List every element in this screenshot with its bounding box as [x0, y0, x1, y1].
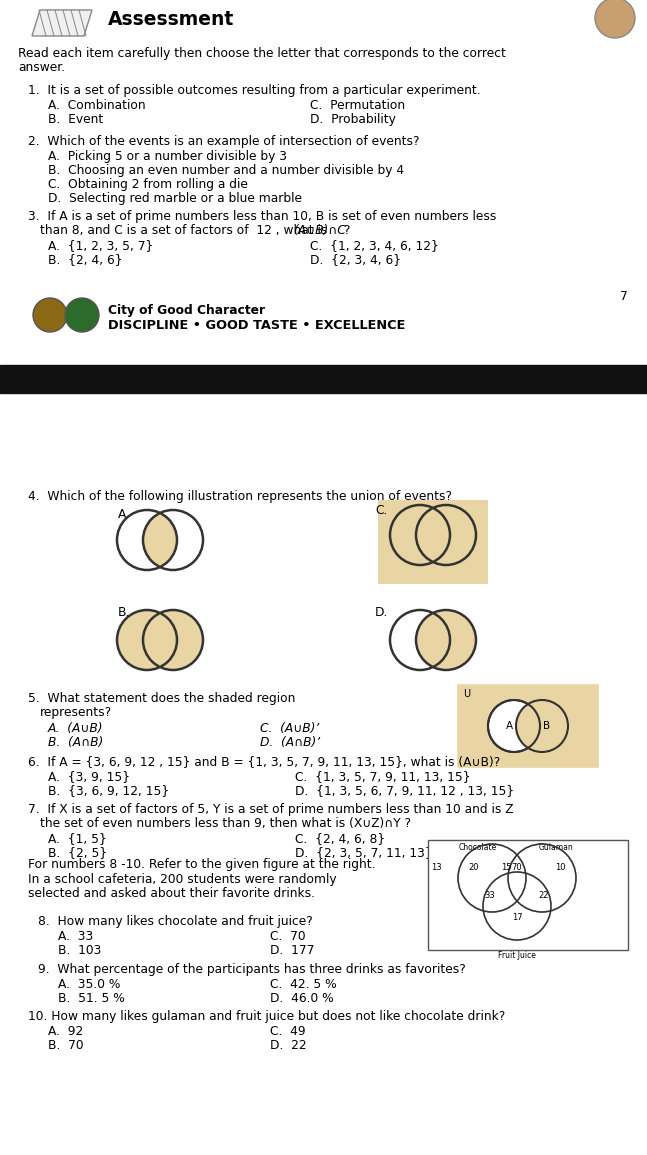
Bar	[0, 365, 647, 393]
Text: C.: C.	[375, 504, 388, 517]
Text: C.  {1, 3, 5, 7, 9, 11, 13, 15}: C. {1, 3, 5, 7, 9, 11, 13, 15}	[295, 770, 470, 783]
Text: 3.  If A is a set of prime numbers less than 10, B is set of even numbers less: 3. If A is a set of prime numbers less t…	[28, 210, 496, 223]
Text: B.  {2, 4, 6}: B. {2, 4, 6}	[48, 253, 122, 266]
Text: D.  (A∩B)’: D. (A∩B)’	[260, 736, 320, 748]
Text: A: A	[505, 721, 512, 731]
Text: City of Good Character: City of Good Character	[108, 304, 265, 316]
Text: D.  Selecting red marble or a blue marble: D. Selecting red marble or a blue marble	[48, 192, 302, 204]
Text: A.  92: A. 92	[48, 1024, 83, 1038]
Text: 20: 20	[468, 863, 479, 872]
Text: Fruit Juice: Fruit Juice	[498, 951, 536, 960]
Text: A.  {3, 9, 15}: A. {3, 9, 15}	[48, 770, 130, 783]
Text: For numbers 8 -10. Refer to the given figure at the right.: For numbers 8 -10. Refer to the given fi…	[28, 858, 375, 871]
Circle shape	[416, 610, 476, 670]
Text: 5.  What statement does the shaded region: 5. What statement does the shaded region	[28, 692, 296, 705]
Text: B.  51. 5 %: B. 51. 5 %	[58, 992, 125, 1005]
Text: answer.: answer.	[18, 61, 65, 74]
Circle shape	[33, 298, 67, 331]
Text: A.  Picking 5 or a number divisible by 3: A. Picking 5 or a number divisible by 3	[48, 150, 287, 163]
Text: B.  {2, 5}: B. {2, 5}	[48, 845, 107, 859]
Text: 6.  If A = {3, 6, 9, 12 , 15} and B = {1, 3, 5, 7, 9, 11, 13, 15}, what is (A∪B): 6. If A = {3, 6, 9, 12 , 15} and B = {1,…	[28, 755, 500, 768]
Text: A.  {1, 5}: A. {1, 5}	[48, 832, 107, 845]
Text: U: U	[463, 690, 470, 699]
Text: D.  {2, 3, 5, 7, 11, 13}: D. {2, 3, 5, 7, 11, 13}	[295, 845, 433, 859]
Text: Gulaman: Gulaman	[538, 843, 573, 852]
Text: Read each item carefully then choose the letter that corresponds to the correct: Read each item carefully then choose the…	[18, 47, 506, 60]
Text: 10. How many likes gulaman and fruit juice but does not like chocolate drink?: 10. How many likes gulaman and fruit jui…	[28, 1009, 505, 1023]
Bar	[428, 840, 628, 951]
Text: A.  {1, 2, 3, 5, 7}: A. {1, 2, 3, 5, 7}	[48, 239, 153, 252]
Circle shape	[65, 298, 99, 331]
Text: C.  Permutation: C. Permutation	[310, 99, 405, 112]
Text: the set of even numbers less than 9, then what is (X∪Z)∩Y ?: the set of even numbers less than 9, the…	[40, 817, 411, 830]
Text: represents?: represents?	[40, 706, 112, 720]
Text: C.  42. 5 %: C. 42. 5 %	[270, 978, 336, 991]
Text: A.: A.	[118, 508, 130, 521]
Text: 15: 15	[501, 863, 511, 872]
Text: (A∪B)∩C: (A∪B)∩C	[293, 224, 345, 237]
Text: D.  46.0 %: D. 46.0 %	[270, 992, 334, 1005]
Text: D.  22: D. 22	[270, 1040, 307, 1052]
Text: A.  33: A. 33	[58, 930, 93, 942]
Text: 4.  Which of the following illustration represents the union of events?: 4. Which of the following illustration r…	[28, 490, 452, 502]
Text: 1.  It is a set of possible outcomes resulting from a particular experiment.: 1. It is a set of possible outcomes resu…	[28, 84, 481, 97]
Text: B.  Choosing an even number and a number divisible by 4: B. Choosing an even number and a number …	[48, 164, 404, 177]
Text: selected and asked about their favorite drinks.: selected and asked about their favorite …	[28, 887, 315, 900]
Circle shape	[488, 700, 540, 752]
Text: C.  {1, 2, 3, 4, 6, 12}: C. {1, 2, 3, 4, 6, 12}	[310, 239, 439, 252]
Text: Assessment: Assessment	[108, 10, 234, 29]
Bar	[458, 685, 598, 767]
Text: C.  Obtaining 2 from rolling a die: C. Obtaining 2 from rolling a die	[48, 178, 248, 191]
Text: B.  70: B. 70	[48, 1040, 83, 1052]
Text: D.  177: D. 177	[270, 944, 314, 957]
Circle shape	[516, 700, 568, 752]
Text: D.  {2, 3, 4, 6}: D. {2, 3, 4, 6}	[310, 253, 401, 266]
Text: 7.  If X is a set of factors of 5, Y is a set of prime numbers less than 10 and : 7. If X is a set of factors of 5, Y is a…	[28, 803, 514, 815]
Text: DISCIPLINE • GOOD TASTE • EXCELLENCE: DISCIPLINE • GOOD TASTE • EXCELLENCE	[108, 319, 406, 331]
Text: 17: 17	[512, 912, 522, 922]
Polygon shape	[32, 10, 92, 36]
Text: A.  35.0 %: A. 35.0 %	[58, 978, 120, 991]
Text: C.  70: C. 70	[270, 930, 305, 942]
Text: D.  Probability: D. Probability	[310, 113, 396, 126]
Text: 33: 33	[485, 891, 496, 900]
Text: B.  (A∩B): B. (A∩B)	[48, 736, 104, 748]
Text: C.  (A∪B)’: C. (A∪B)’	[260, 722, 319, 735]
Text: B.: B.	[118, 606, 131, 619]
Text: ?: ?	[340, 224, 351, 237]
Text: 7: 7	[620, 290, 628, 303]
Text: A.  Combination: A. Combination	[48, 99, 146, 112]
Text: B.  Event: B. Event	[48, 113, 104, 126]
Text: D.  {1, 3, 5, 6, 7, 9, 11, 12 , 13, 15}: D. {1, 3, 5, 6, 7, 9, 11, 12 , 13, 15}	[295, 784, 514, 797]
Text: B.  103: B. 103	[58, 944, 102, 957]
Text: 2.  Which of the events is an example of intersection of events?: 2. Which of the events is an example of …	[28, 135, 419, 148]
Polygon shape	[143, 513, 177, 567]
Circle shape	[117, 610, 177, 670]
Text: 10: 10	[554, 863, 565, 872]
Text: B.  {3, 6, 9, 12, 15}: B. {3, 6, 9, 12, 15}	[48, 784, 169, 797]
Text: 9.  What percentage of the participants has three drinks as favorites?: 9. What percentage of the participants h…	[38, 963, 466, 976]
Text: C.  {2, 4, 6, 8}: C. {2, 4, 6, 8}	[295, 832, 385, 845]
Circle shape	[595, 0, 635, 38]
Text: 13: 13	[431, 863, 441, 872]
Circle shape	[143, 610, 203, 670]
Text: B: B	[543, 721, 551, 731]
Text: C.  49: C. 49	[270, 1024, 305, 1038]
Text: D.: D.	[375, 606, 388, 619]
Text: A.  (A∪B): A. (A∪B)	[48, 722, 104, 735]
Bar	[378, 500, 488, 584]
Text: 8.  How many likes chocolate and fruit juice?: 8. How many likes chocolate and fruit ju…	[38, 915, 313, 927]
Text: In a school cafeteria, 200 students were randomly: In a school cafeteria, 200 students were…	[28, 873, 336, 886]
Text: Chocolate: Chocolate	[459, 843, 497, 852]
Text: 70: 70	[512, 863, 522, 872]
Text: 22: 22	[539, 891, 549, 900]
Text: than 8, and C is a set of factors of  12 , what is: than 8, and C is a set of factors of 12 …	[40, 224, 331, 237]
